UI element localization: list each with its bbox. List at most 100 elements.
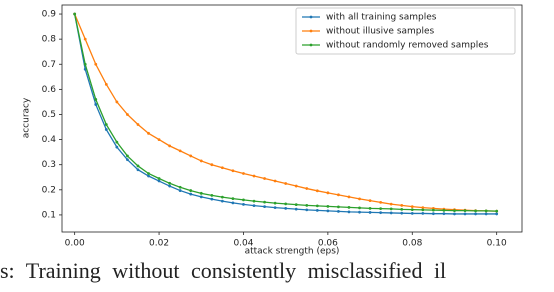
point [210,193,214,197]
point [189,154,193,158]
point [315,209,319,212]
point [136,164,140,168]
point [294,184,298,188]
point [136,168,140,172]
legend-marker [309,15,313,19]
point [495,209,499,213]
point [83,37,87,41]
point [94,98,98,101]
point [199,191,203,195]
point [168,144,172,148]
caption: s: Training without consistently misclas… [0,258,446,283]
point [347,205,351,209]
point [294,203,298,207]
x-tick-label: 0.00 [65,239,85,249]
point [94,62,98,66]
legend-label: without randomly removed samples [326,41,489,51]
point [189,192,193,196]
point [347,195,351,199]
x-tick-label: 0.04 [233,239,253,249]
point [400,203,404,207]
point [220,195,224,199]
point [484,212,488,216]
point [178,149,182,153]
point [431,212,435,216]
point [168,181,172,185]
point [358,197,361,201]
point [273,201,277,205]
point [220,199,224,203]
y-axis-label: accuracy [22,97,32,138]
point [463,212,467,216]
point [368,211,372,214]
point [147,131,150,135]
point [273,206,277,210]
x-tick-label: 0.08 [402,239,422,249]
point [315,189,319,193]
point [326,191,330,195]
plot-frame [61,4,523,233]
point [379,211,383,215]
point [104,82,108,86]
point [83,62,87,66]
point [305,187,309,190]
legend-label: with all training samples [326,13,437,23]
point [315,204,319,208]
x-tick-label: 0.06 [318,239,338,249]
point [178,185,182,189]
point [379,200,383,204]
point [410,205,414,209]
point [337,205,340,209]
point [358,206,361,210]
point [305,208,309,212]
point [368,199,372,203]
point [463,209,467,213]
point [178,189,182,192]
point [389,207,393,211]
y-tick-label: 0.8 [42,35,57,45]
point [231,197,235,201]
y-tick-label: 0.9 [42,10,57,20]
point [104,123,108,126]
point [389,211,393,215]
y-tick-label: 0.3 [42,160,56,170]
point [115,100,119,104]
point [305,203,309,207]
point [484,209,488,213]
point [157,177,161,180]
point [368,206,372,210]
x-tick-label: 0.10 [487,239,507,249]
point [337,193,340,197]
point [220,166,224,170]
point [168,184,172,188]
point [389,202,393,206]
point [294,207,298,211]
point [252,199,256,203]
point [284,182,288,185]
point [210,197,214,201]
point [73,12,77,16]
point [115,140,119,144]
point [400,211,404,215]
point [284,206,288,210]
point [136,123,140,126]
point [326,204,330,208]
point [252,204,256,208]
point [347,210,351,214]
point [337,210,340,213]
point [115,145,119,149]
point [252,174,256,178]
point [231,201,235,205]
point [326,209,330,213]
point [126,154,129,158]
point [263,205,266,209]
y-tick-label: 0.5 [42,110,56,120]
point [273,179,277,183]
point [453,212,456,216]
point [410,208,414,212]
y-tick-label: 0.4 [42,135,57,145]
x-tick-label: 0.02 [149,239,169,249]
point [358,210,361,214]
